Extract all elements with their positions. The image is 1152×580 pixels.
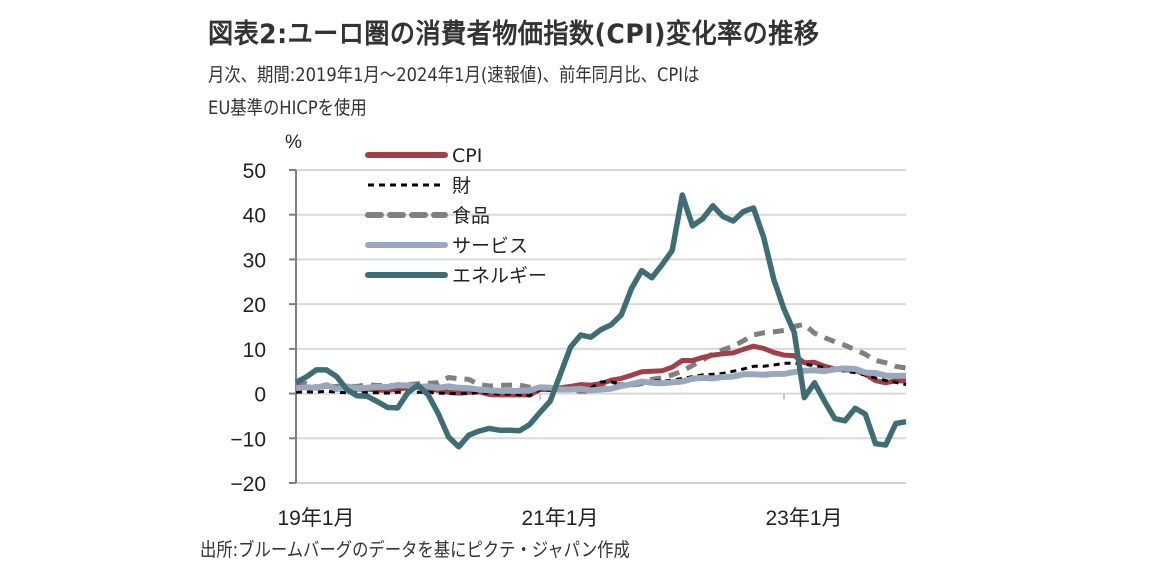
legend-label: エネルギー (452, 265, 547, 287)
y-tick-label: 30 (243, 249, 266, 272)
y-tick-label: 10 (243, 339, 266, 362)
legend-label: 食品 (452, 205, 490, 227)
x-tick-label: 19年1月 (277, 507, 354, 530)
chart-subtitle-line1: 月次、期間:2019年1月～2024年1月(速報値)、前年同月比、CPIは (208, 64, 700, 86)
legend-label: サービス (452, 235, 528, 257)
gridlines (296, 169, 906, 440)
x-axis-tick-labels: 19年1月 21年1月 23年1月 (277, 507, 842, 530)
y-tick-label: 40 (243, 205, 266, 228)
axes (289, 169, 906, 484)
x-tick-label: 23年1月 (765, 507, 842, 530)
y-tick-label: 20 (243, 294, 266, 317)
source-note: 出所:ブルームバーグのデータを基にピクテ・ジャパン作成 (200, 539, 630, 561)
chart-subtitle-line2: EU基準のHICPを使用 (208, 97, 367, 119)
series-lines (294, 192, 907, 450)
series-line-energy (294, 192, 907, 450)
y-axis-tick-labels: 50 40 30 20 10 0 −10 −20 (230, 160, 266, 496)
legend-label: 財 (452, 175, 471, 197)
y-tick-label: 50 (243, 160, 266, 183)
x-tick-label: 21年1月 (521, 507, 598, 530)
y-tick-label: −10 (230, 428, 266, 451)
y-tick-label: 0 (254, 384, 266, 407)
chart-title: 図表2:ユーロ圏の消費者物価指数(CPI)変化率の推移 (208, 19, 820, 50)
legend-label: CPI (452, 145, 482, 167)
series-line-cpi (295, 343, 907, 398)
y-tick-label: −20 (230, 473, 266, 496)
series-line-goods (295, 361, 907, 398)
y-axis-unit-label: % (285, 132, 302, 153)
series-line-services (295, 365, 906, 394)
